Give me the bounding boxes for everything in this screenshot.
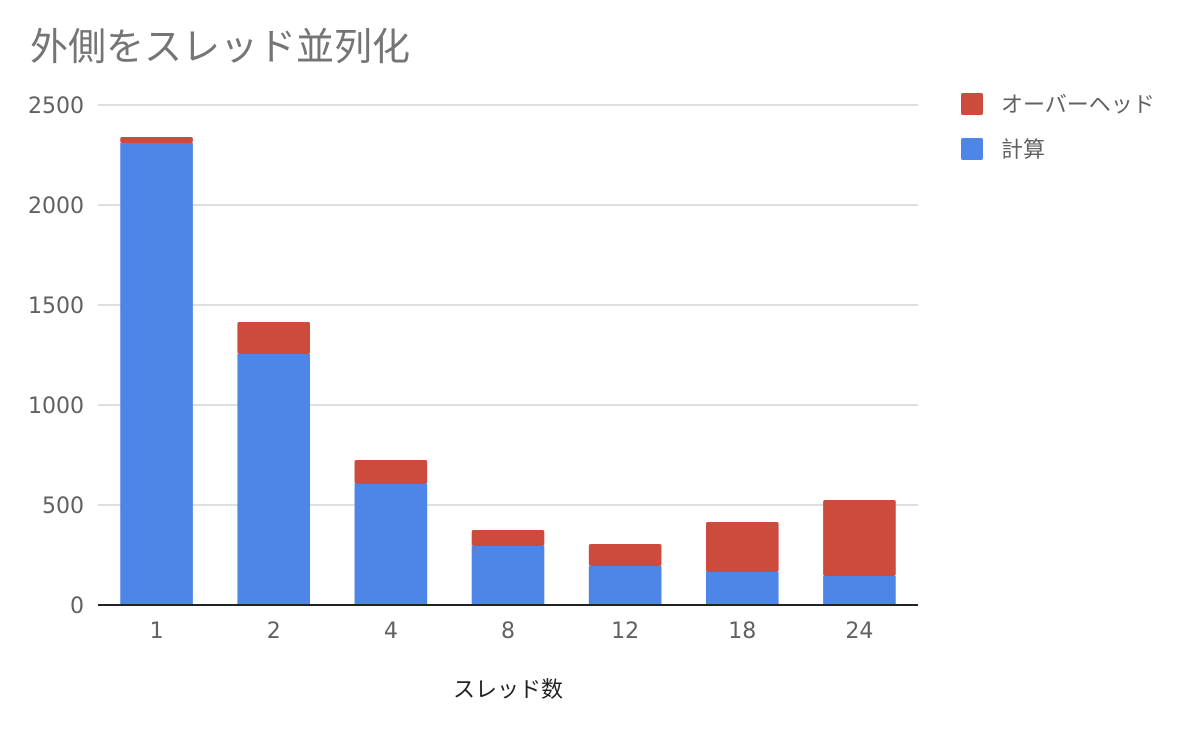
- legend-label: 計算: [1001, 138, 1045, 163]
- bar-overhead: [354, 460, 428, 484]
- bar-compute: [471, 546, 545, 605]
- bar-compute: [354, 484, 428, 605]
- x-axis-ticks: 1 2 4 8 12 18 24: [150, 619, 874, 644]
- y-tick-label: 2000: [28, 194, 84, 219]
- x-tick-label: 12: [611, 619, 639, 644]
- gridlines: [98, 104, 918, 506]
- y-tick-label: 1500: [28, 294, 84, 319]
- y-tick-label: 2500: [28, 94, 84, 119]
- legend-label: オーバーヘッド: [1001, 93, 1155, 118]
- x-tick-label: 4: [384, 619, 398, 644]
- legend-swatch: [961, 138, 983, 160]
- bar-compute: [823, 576, 896, 605]
- y-tick-label: 0: [70, 594, 84, 619]
- bar-compute: [237, 354, 311, 605]
- x-tick-label: 18: [728, 619, 756, 644]
- chart-title: 外側をスレッド並列化: [30, 25, 410, 69]
- x-tick-label: 2: [267, 619, 281, 644]
- bar-overhead: [471, 530, 545, 546]
- x-tick-label: 24: [845, 619, 873, 644]
- x-tick-label: 8: [501, 619, 515, 644]
- y-axis-ticks: 0 500 1000 1500 2000 2500: [28, 94, 84, 619]
- bar-overhead: [588, 544, 662, 566]
- bar-overhead: [705, 522, 779, 572]
- bar-overhead: [120, 137, 193, 143]
- bar-compute: [120, 143, 193, 605]
- y-tick-label: 1000: [28, 394, 84, 419]
- bar-compute: [705, 572, 779, 605]
- bar-overhead: [237, 322, 311, 354]
- bars: [120, 137, 896, 605]
- y-tick-label: 500: [42, 494, 84, 519]
- bar-overhead: [823, 500, 896, 576]
- x-axis-title: スレッド数: [453, 678, 563, 703]
- legend-swatch: [961, 93, 983, 115]
- bar-compute: [588, 566, 662, 605]
- x-tick-label: 1: [150, 619, 164, 644]
